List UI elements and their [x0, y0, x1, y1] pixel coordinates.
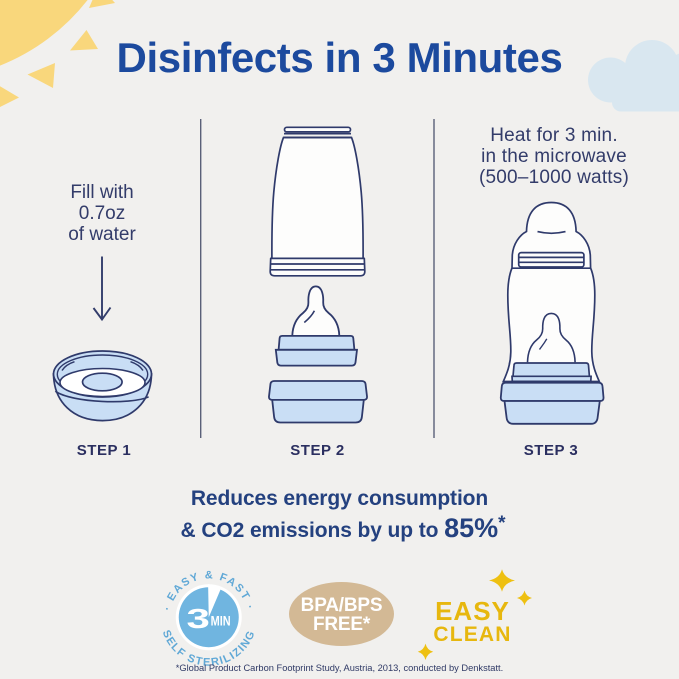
svg-text:MIN: MIN: [211, 613, 231, 629]
svg-text:3: 3: [187, 603, 210, 634]
